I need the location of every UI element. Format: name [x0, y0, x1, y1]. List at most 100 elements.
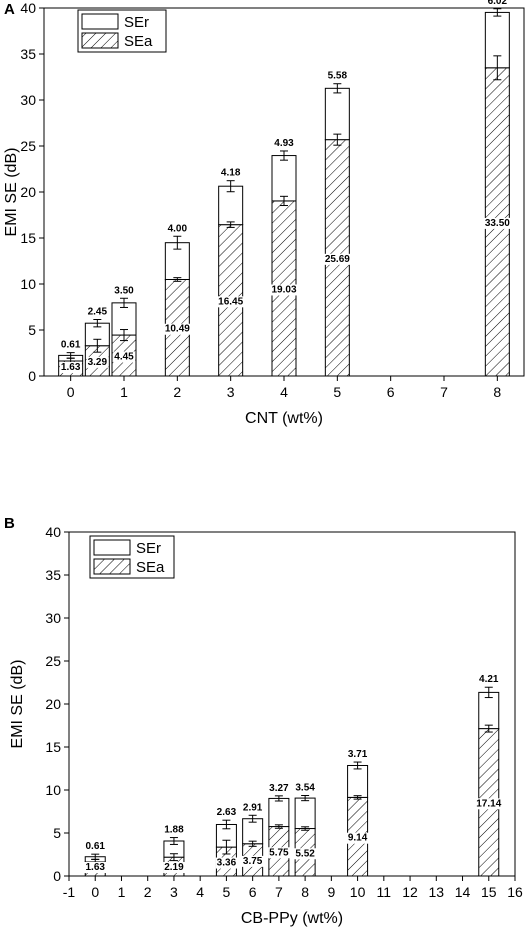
legend-swatch-sea	[93, 558, 131, 575]
x-tick-label: 14	[455, 884, 471, 900]
legend-label-ser: SEr	[124, 14, 149, 31]
x-tick-label: 8	[493, 384, 501, 400]
sea-value-label-bg	[84, 862, 107, 873]
x-tick-label: 5	[333, 384, 341, 400]
y-tick-label: 30	[20, 92, 36, 108]
x-tick-label: 0	[67, 384, 75, 400]
sea-value-label: 33.50	[485, 218, 510, 229]
x-tick-label: 5	[223, 884, 231, 900]
sea-value-label-bg	[294, 848, 317, 860]
ser-value-label: 0.61	[61, 340, 81, 351]
x-tick-label: 1	[118, 884, 126, 900]
sea-value-label-bg	[346, 832, 369, 844]
x-tick-label: 2	[144, 884, 152, 900]
sea-value-label-bg	[217, 296, 245, 308]
sea-value-label-bg	[113, 351, 136, 363]
sea-value-label-bg	[163, 862, 186, 873]
x-tick-label: 9	[327, 884, 335, 900]
y-tick-label: 10	[45, 782, 61, 798]
y-tick-label: 0	[28, 368, 36, 384]
y-tick-label: 20	[45, 696, 61, 712]
bar-ser	[271, 155, 297, 202]
x-tick-label: 3	[227, 384, 235, 400]
x-tick-label: 12	[402, 884, 418, 900]
sea-value-label-bg	[268, 847, 291, 859]
sea-value-label-bg	[163, 323, 192, 335]
sea-value-label-bg	[270, 284, 298, 296]
sea-value-label: 1.63	[61, 362, 81, 373]
y-tick-label: 40	[20, 0, 36, 16]
ser-value-label: 3.54	[295, 783, 315, 794]
bar-ser	[324, 87, 350, 141]
sea-value-label: 5.52	[295, 848, 315, 859]
x-tick-label: 4	[280, 384, 288, 400]
sea-value-label: 3.36	[217, 858, 237, 869]
panel-label: B	[4, 515, 15, 532]
sea-value-label: 3.29	[88, 357, 108, 368]
x-tick-label: 16	[507, 884, 523, 900]
bar-ser	[294, 797, 316, 830]
x-tick-label: 15	[481, 884, 497, 900]
y-tick-label: 15	[45, 739, 61, 755]
x-tick-label: 7	[275, 884, 283, 900]
x-tick-label: 6	[249, 884, 257, 900]
x-tick-label: 8	[301, 884, 309, 900]
sea-value-label-bg	[323, 253, 352, 265]
x-tick-label: 13	[429, 884, 445, 900]
sea-value-label: 19.03	[271, 284, 296, 295]
x-axis-title: CB-PPy (wt%)	[241, 910, 343, 927]
sea-value-label-bg	[59, 362, 82, 373]
y-tick-label: 10	[20, 276, 36, 292]
bar-ser	[268, 797, 290, 828]
legend-label-ser: SEr	[136, 540, 161, 557]
ser-value-label: 6.02	[488, 0, 508, 7]
x-tick-label: 11	[377, 884, 392, 900]
sea-value-label: 5.75	[269, 847, 289, 858]
ser-value-label: 3.71	[348, 749, 368, 760]
legend-swatch-ser	[93, 539, 131, 556]
sea-value-label: 25.69	[325, 254, 350, 265]
ser-value-label: 0.61	[86, 841, 106, 852]
x-tick-label: 7	[440, 384, 448, 400]
sea-value-label-bg	[241, 855, 264, 867]
sea-value-label-bg	[86, 356, 109, 368]
chart-a: 0 5 10 15 20 25 30 35 40 0 1 2 3 4 5 6 7 8 CNT (wt%) EMI SE…	[3, 0, 525, 427]
x-tick-label: 0	[91, 884, 99, 900]
ser-value-label: 3.27	[269, 783, 289, 794]
x-tick-label: 3	[170, 884, 178, 900]
ser-value-label: 3.50	[114, 285, 134, 296]
sea-value-label: 1.63	[86, 862, 106, 873]
ser-value-label: 4.18	[221, 168, 241, 179]
x-tick-label: -1	[63, 884, 76, 900]
y-tick-label: 25	[45, 653, 61, 669]
x-tick-label: 2	[173, 384, 181, 400]
sea-value-label: 9.14	[348, 833, 368, 844]
y-tick-label: 35	[20, 46, 36, 62]
plot-frame	[68, 531, 516, 877]
sea-value-label-bg	[483, 217, 512, 229]
ser-value-label: 2.91	[243, 802, 263, 813]
y-tick-label: 20	[20, 184, 36, 200]
legend-swatch-sea	[81, 32, 119, 49]
sea-value-label: 10.49	[165, 324, 190, 335]
x-axis-title: CNT (wt%)	[245, 410, 323, 427]
ser-value-label: 4.21	[479, 674, 499, 685]
x-tick-label: 1	[120, 384, 128, 400]
sea-value-label: 16.45	[218, 296, 243, 307]
ser-value-label: 4.00	[168, 223, 188, 234]
y-tick-label: 15	[20, 230, 36, 246]
sea-value-label: 3.75	[243, 856, 263, 867]
bar-ser	[347, 764, 369, 798]
panel-label: A	[4, 1, 15, 18]
legend-label-sea: SEa	[136, 559, 165, 576]
y-tick-label: 5	[53, 825, 61, 841]
y-tick-label: 5	[28, 322, 36, 338]
legend-label-sea: SEa	[124, 33, 153, 50]
y-tick-label: 40	[45, 524, 61, 540]
sea-value-label-bg	[475, 798, 503, 810]
x-tick-label: 10	[350, 884, 366, 900]
ser-value-label: 1.88	[164, 825, 184, 836]
y-tick-label: 25	[20, 138, 36, 154]
